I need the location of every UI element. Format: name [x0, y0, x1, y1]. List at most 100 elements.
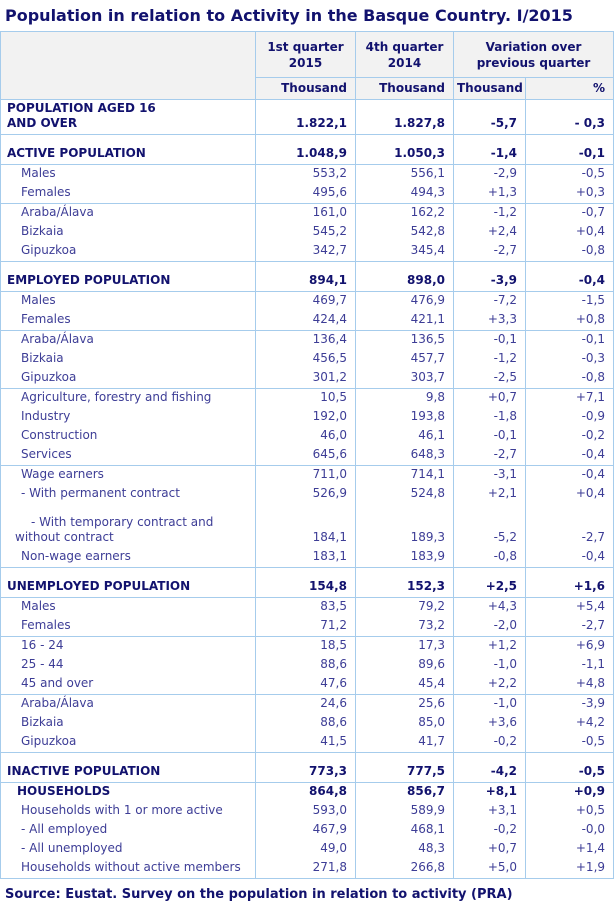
value-cell: -0,1 [524, 330, 614, 350]
spacer-cell [524, 261, 614, 270]
value-cell: -0,5 [524, 164, 614, 184]
table-row: Wage earners 711,0 714,1 -3,1 -0,4 [1, 465, 614, 485]
spacer-cell [524, 134, 614, 143]
row-label: Construction [21, 428, 98, 442]
value-cell: -1,0 [453, 694, 526, 714]
unit-header-thousand-q1: Thousand [255, 77, 356, 100]
value-cell: +4,2 [524, 714, 614, 733]
table-row: HOUSEHOLDS 864,8 856,7 +8,1 +0,9 [1, 782, 614, 802]
row-label: - With permanent contract [21, 486, 180, 500]
value-cell: +0,7 [453, 840, 526, 859]
table-row: Construction 46,0 46,1 -0,1 -0,2 [1, 427, 614, 446]
row-label-line: without contract [15, 530, 114, 544]
row-label: Gipuzkoa [0, 733, 256, 753]
value-cell: -0,5 [524, 760, 614, 783]
value-cell: +0,9 [524, 782, 614, 802]
value-cell: 711,0 [255, 465, 356, 485]
value-cell: 46,1 [355, 427, 454, 446]
value-cell: +1,4 [524, 840, 614, 859]
value-cell: -0,1 [453, 330, 526, 350]
value-cell: 773,3 [255, 760, 356, 783]
spacer-cell [355, 134, 454, 143]
spacer-cell [355, 261, 454, 270]
spacer-cell [453, 134, 526, 143]
table-row: - With permanent contract 526,9 524,8 +2,1 +… [1, 485, 614, 504]
value-cell: 189,3 [355, 504, 454, 548]
table-row: 16 - 24 18,5 17,3 +1,2 +6,9 [1, 636, 614, 656]
spacer-cell [1, 568, 256, 576]
value-cell: -0,2 [453, 821, 526, 840]
table-row: Bizkaia 545,2 542,8 +2,4 +0,4 [1, 223, 614, 242]
value-cell: -2,0 [453, 617, 526, 637]
value-cell: 1.822,1 [255, 99, 356, 135]
row-label: Wage earners [21, 467, 104, 481]
table-row: UNEMPLOYED POPULATION 154,8 152,3 +2,5 +1,6 [0, 575, 614, 598]
value-cell: -1,2 [453, 203, 526, 223]
spacer-row [1, 261, 614, 270]
spacer-cell [524, 567, 614, 576]
value-cell: +1,2 [453, 636, 526, 656]
value-cell: 342,7 [255, 242, 356, 262]
value-cell: 89,6 [355, 656, 454, 675]
value-cell: 161,0 [255, 203, 356, 223]
spacer-row [1, 567, 614, 576]
table-row: - All unemployed 49,0 48,3 +0,7 +1,4 [1, 840, 614, 859]
spacer-cell [453, 567, 526, 576]
row-label: - All unemployed [21, 841, 123, 855]
value-cell: +1,3 [453, 184, 526, 204]
row-label-line: AND OVER [7, 116, 78, 130]
value-cell: 17,3 [355, 636, 454, 656]
value-cell: -0,8 [453, 548, 526, 568]
value-cell: 898,0 [355, 269, 454, 292]
value-cell: 183,9 [355, 548, 454, 568]
value-cell: 46,0 [255, 427, 356, 446]
value-cell: 18,5 [255, 636, 356, 656]
value-cell: 345,4 [355, 242, 454, 262]
value-cell: 777,5 [355, 760, 454, 783]
value-cell: -0,1 [453, 427, 526, 446]
table-row: Bizkaia 456,5 457,7 -1,2 -0,3 [1, 350, 614, 369]
row-label: Araba/Álava [21, 696, 94, 710]
spacer-cell [1, 262, 256, 270]
value-cell: 162,2 [355, 203, 454, 223]
table-row: - All employed 467,9 468,1 -0,2 -0,0 [1, 821, 614, 840]
value-cell: -1,8 [453, 408, 526, 427]
table-row: Households without active members 271,8 26… [1, 859, 614, 879]
value-cell: +5,4 [524, 597, 614, 617]
table-row: Bizkaia 88,6 85,0 +3,6 +4,2 [1, 714, 614, 733]
value-cell: +0,5 [524, 802, 614, 821]
row-label-line: - With temporary contract and [31, 515, 214, 529]
value-cell: +0,3 [524, 184, 614, 204]
spacer-cell [1, 135, 256, 143]
value-cell: 526,9 [255, 485, 356, 504]
value-cell: 24,6 [255, 694, 356, 714]
table-row: Services 645,6 648,3 -2,7 -0,4 [0, 446, 614, 466]
value-cell: 183,1 [255, 548, 356, 568]
row-label: Araba/Álava [21, 332, 94, 346]
value-cell: +0,4 [524, 485, 614, 504]
spacer-row [1, 752, 614, 761]
value-cell: 184,1 [255, 504, 356, 548]
value-cell: -1,0 [453, 656, 526, 675]
row-label: Males [21, 293, 56, 307]
value-cell: -0,3 [524, 350, 614, 369]
value-cell: -2,7 [453, 242, 526, 262]
value-cell: 894,1 [255, 269, 356, 292]
col-header-q4-2014: 4th quarter 2014 [355, 31, 454, 78]
spacer-cell [1, 753, 256, 761]
value-cell: 49,0 [255, 840, 356, 859]
value-cell: 271,8 [255, 859, 356, 879]
row-label-line: POPULATION AGED 16 [7, 101, 156, 115]
row-label: Females [0, 617, 256, 637]
row-label: Households without active members [21, 860, 241, 874]
value-cell: -0,8 [524, 242, 614, 262]
row-label: 45 and over [0, 675, 256, 695]
table-row: Araba/Álava 136,4 136,5 -0,1 -0,1 [1, 330, 614, 350]
value-cell: 856,7 [355, 782, 454, 802]
value-cell: 301,2 [255, 369, 356, 389]
value-cell: +2,5 [453, 575, 526, 598]
corner-cell [0, 31, 256, 100]
value-cell: +2,1 [453, 485, 526, 504]
row-label: Households with 1 or more active [21, 803, 223, 817]
